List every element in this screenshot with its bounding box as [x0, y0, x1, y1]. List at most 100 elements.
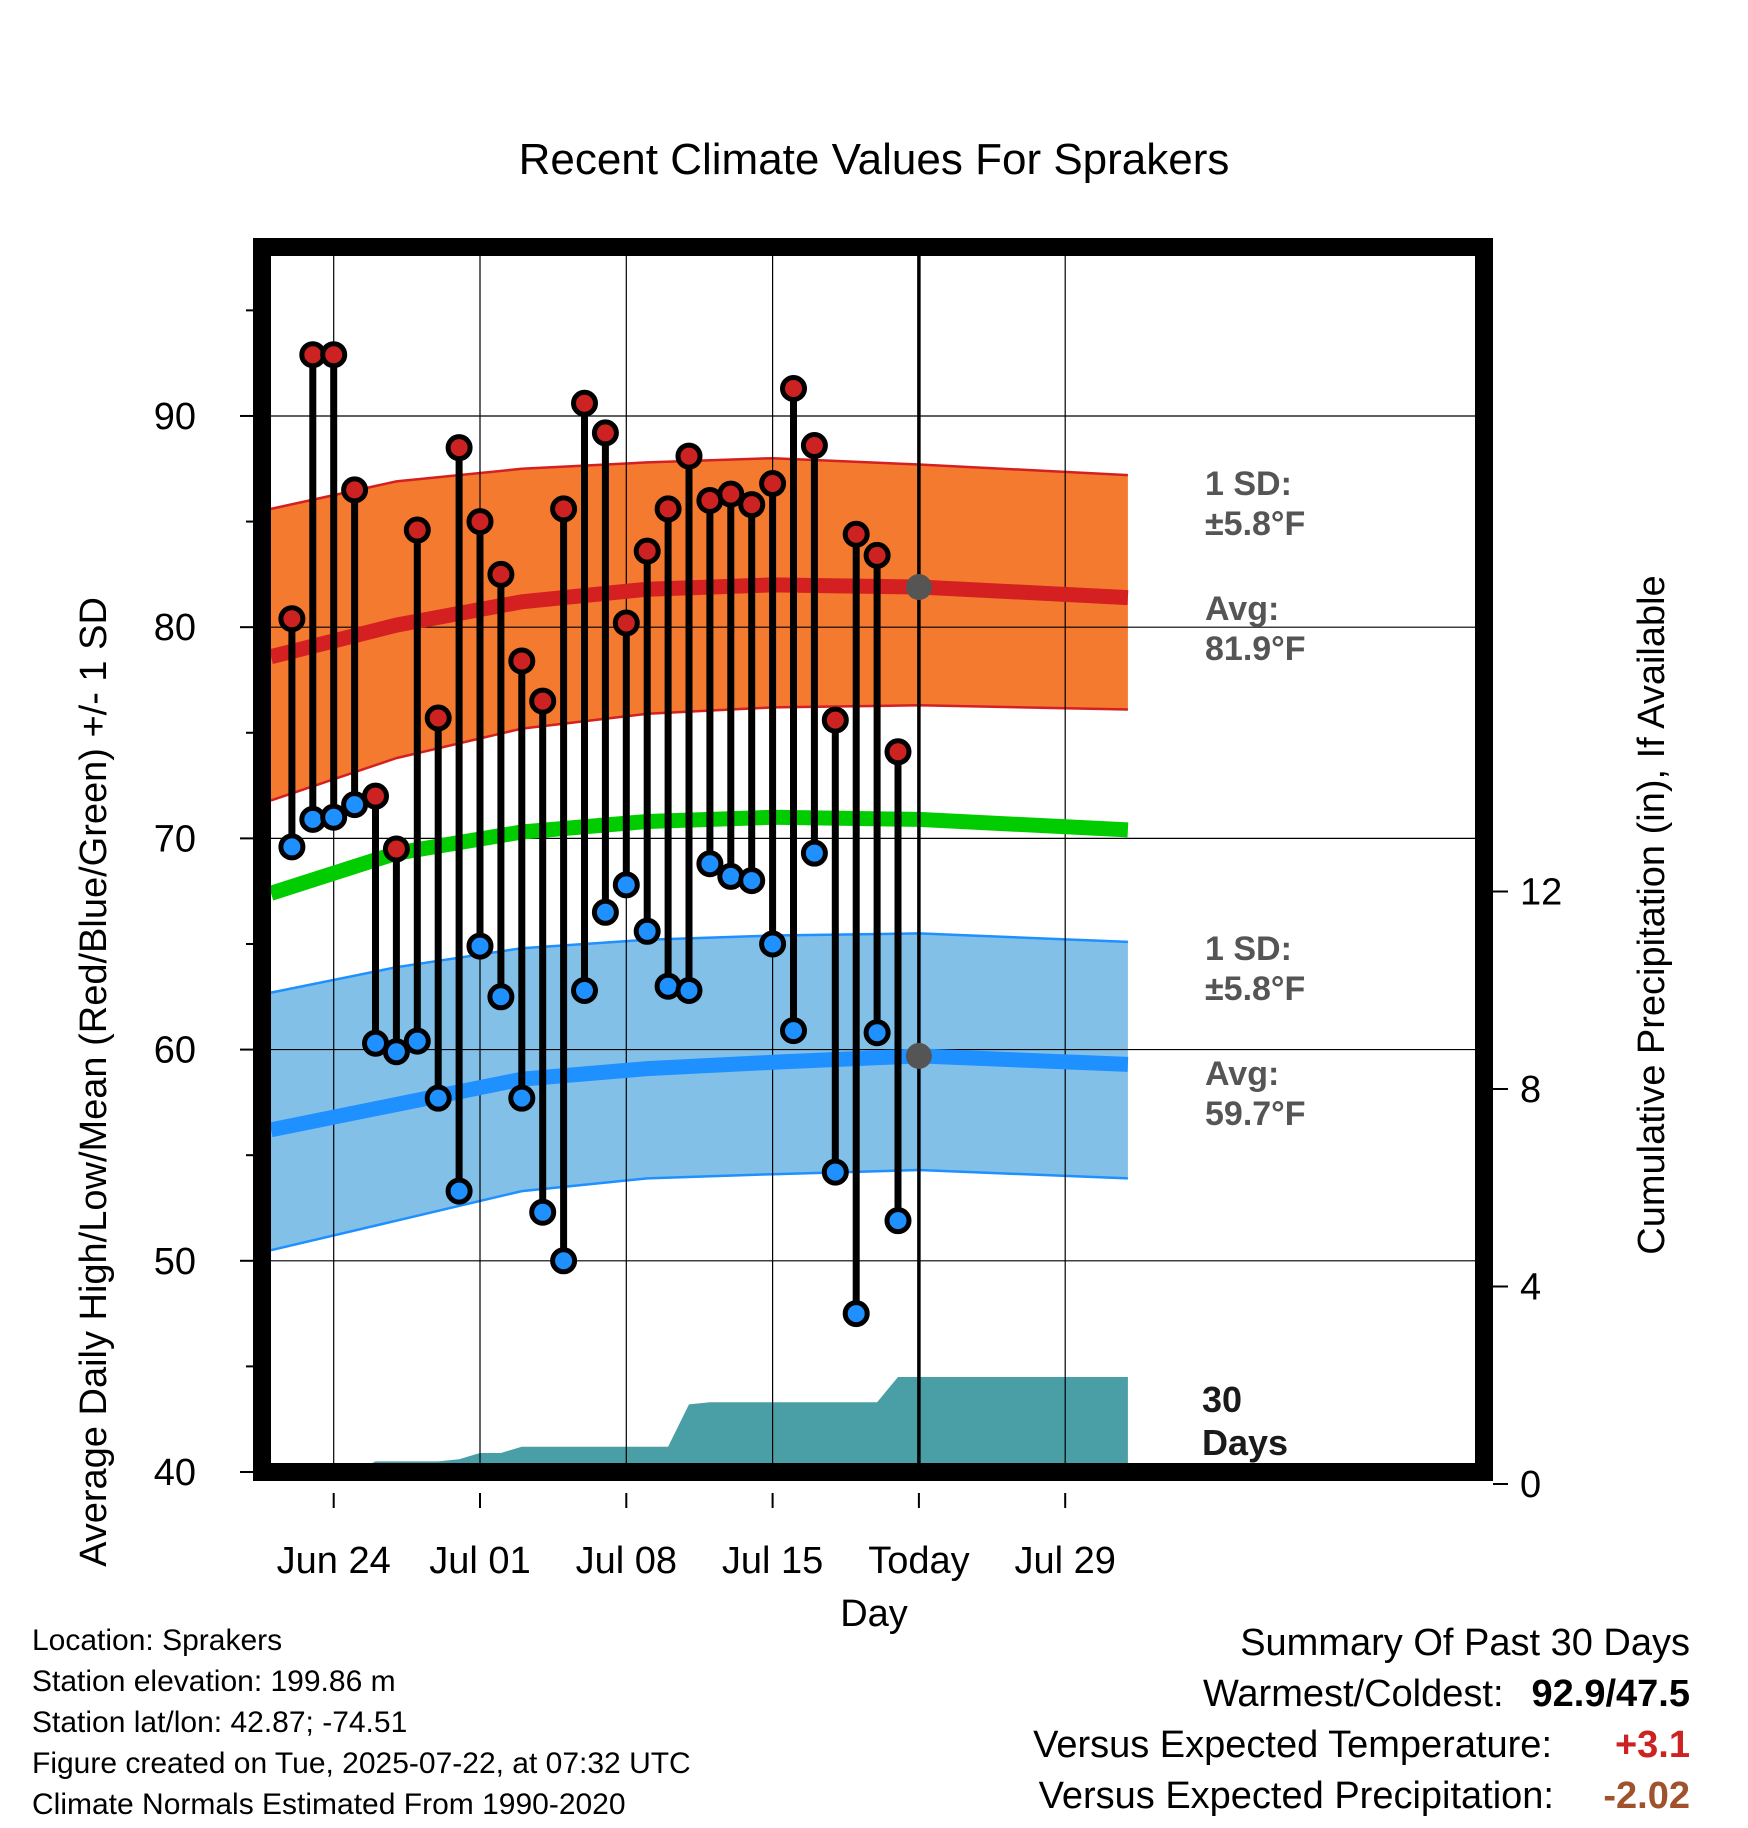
daily-low-point — [466, 932, 494, 960]
y2-axis-label: Cumulative Precipitation (in), If Availa… — [1631, 575, 1673, 1254]
y-axis-label: Average Daily High/Low/Mean (Red/Blue/Gr… — [73, 597, 115, 1567]
daily-low-point — [550, 1247, 578, 1275]
daily-low-point — [696, 850, 724, 878]
daily-low-point — [738, 867, 766, 895]
y2-tick-label: 4 — [1520, 1267, 1541, 1309]
daily-low-point — [821, 1158, 849, 1186]
daily-high-point — [403, 516, 431, 544]
daily-low-point — [529, 1198, 557, 1226]
chart-title: Recent Climate Values For Sprakers — [519, 135, 1230, 184]
daily-high-point — [278, 605, 306, 633]
x-tick-label: Jul 01 — [429, 1540, 530, 1582]
y-tick-label: 60 — [154, 1030, 196, 1072]
daily-low-point — [612, 871, 640, 899]
high-avg-label: Avg: — [1205, 590, 1279, 628]
daily-high-point — [320, 341, 348, 369]
precip-area — [271, 1377, 1128, 1472]
daily-high-point — [612, 609, 640, 637]
daily-high-point — [508, 647, 536, 675]
warmest-coldest-label: Warmest/Coldest: — [1202, 1673, 1504, 1715]
daily-low-point — [382, 1038, 410, 1066]
daily-low-point — [842, 1300, 870, 1328]
warmest-coldest-value: 92.9/47.5 — [1531, 1673, 1690, 1715]
temp-anomaly-label: Versus Expected Temperature: — [1033, 1724, 1552, 1766]
low-sd-band — [271, 933, 1128, 1251]
daily-high-point — [842, 520, 870, 548]
y-tick-label: 50 — [154, 1241, 196, 1283]
latlon-text: Station lat/lon: 42.87; -74.51 — [32, 1706, 408, 1739]
daily-high-point — [466, 508, 494, 536]
precip-anomaly-row: Versus Expected Precipitation: -2.02 — [1033, 1771, 1690, 1822]
daily-low-point — [654, 972, 682, 1000]
x-axis-label: Day — [840, 1593, 908, 1635]
x-tick-label: Jul 15 — [722, 1540, 823, 1582]
created-text: Figure created on Tue, 2025-07-22, at 07… — [32, 1747, 691, 1780]
daily-low-point — [445, 1177, 473, 1205]
location-text: Location: Sprakers — [32, 1624, 283, 1657]
daily-low-point — [717, 862, 745, 890]
daily-high-point — [550, 495, 578, 523]
high-avg-value: 81.9°F — [1205, 630, 1306, 668]
y-tick-label: 70 — [154, 818, 196, 860]
daily-low-point — [759, 930, 787, 958]
daily-low-point — [278, 833, 306, 861]
y-tick-label: 90 — [154, 396, 196, 438]
daily-low-point — [571, 976, 598, 1004]
daily-high-point — [633, 537, 661, 565]
daily-low-point — [884, 1207, 912, 1235]
temp-anomaly-row: Versus Expected Temperature: +3.1 — [1033, 1720, 1690, 1771]
precip-anomaly-label: Versus Expected Precipitation: — [1038, 1775, 1554, 1817]
y2-tick-label: 0 — [1520, 1464, 1541, 1506]
daily-high-point — [487, 560, 515, 588]
daily-high-point — [780, 375, 807, 403]
x-tick-label: Jul 08 — [576, 1540, 677, 1582]
station-info: Location: Sprakers Station elevation: 19… — [32, 1620, 691, 1825]
high-sd-value: ±5.8°F — [1205, 505, 1305, 543]
summary-panel: Summary Of Past 30 Days Warmest/Coldest:… — [1033, 1618, 1690, 1822]
daily-high-point — [424, 704, 452, 732]
daily-low-point — [633, 917, 661, 945]
y-tick-label: 80 — [154, 607, 196, 649]
daily-low-point — [780, 1017, 807, 1045]
days-word-label: Days — [1202, 1422, 1288, 1463]
high-sd-label: 1 SD: — [1205, 465, 1292, 503]
low-avg-label: Avg: — [1205, 1055, 1279, 1093]
daily-high-point — [800, 432, 828, 460]
precip-anomaly-value: -2.02 — [1603, 1775, 1690, 1817]
daily-low-point — [424, 1084, 452, 1112]
y2-tick-label: 8 — [1520, 1069, 1541, 1111]
low-avg-value: 59.7°F — [1205, 1095, 1306, 1133]
today-low-avg-dot — [905, 1042, 932, 1069]
summary-heading: Summary Of Past 30 Days — [1240, 1622, 1690, 1664]
high-sd-band — [271, 458, 1128, 801]
daily-high-point — [821, 706, 849, 734]
x-tick-label: Jul 29 — [1014, 1540, 1115, 1582]
daily-high-point — [759, 470, 787, 498]
daily-high-point — [341, 476, 369, 504]
daily-low-point — [675, 976, 703, 1004]
low-sd-label: 1 SD: — [1205, 930, 1292, 968]
warmest-coldest-row: Warmest/Coldest: 92.9/47.5 — [1033, 1669, 1690, 1720]
daily-low-point — [508, 1084, 536, 1112]
y-tick-label: 40 — [154, 1452, 196, 1494]
daily-high-point — [738, 491, 766, 519]
elevation-text: Station elevation: 199.86 m — [32, 1665, 396, 1698]
daily-high-point — [717, 480, 745, 508]
daily-high-point — [529, 687, 557, 715]
daily-high-point — [571, 389, 598, 417]
today-high-avg-dot — [905, 574, 932, 601]
daily-high-point — [382, 835, 410, 863]
x-tick-label: Today — [868, 1540, 969, 1582]
daily-low-point — [800, 839, 828, 867]
daily-high-point — [863, 541, 891, 569]
daily-low-point — [403, 1027, 431, 1055]
daily-high-point — [362, 782, 389, 810]
x-tick-label: Jun 24 — [277, 1540, 391, 1582]
daily-high-point — [445, 434, 473, 462]
y2-tick-label: 12 — [1520, 872, 1562, 914]
daily-low-point — [487, 983, 515, 1011]
daily-low-point — [591, 898, 619, 926]
daily-high-point — [654, 495, 682, 523]
